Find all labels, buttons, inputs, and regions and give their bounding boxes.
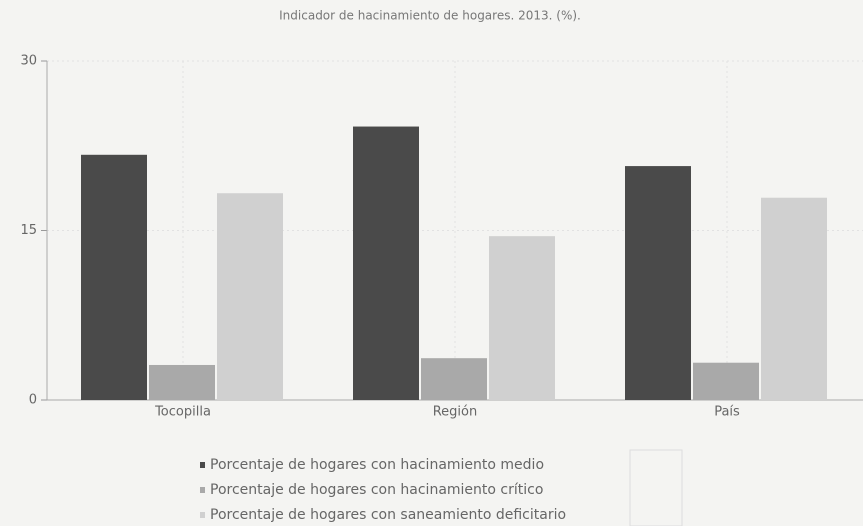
y-tick-label: 0: [29, 393, 37, 408]
y-tick-label: 15: [20, 223, 37, 238]
y-tick-label: 30: [20, 54, 37, 69]
bar: [217, 193, 283, 400]
bar: [761, 197, 827, 400]
bar: [149, 364, 215, 400]
x-tick-label: Tocopilla: [154, 405, 211, 420]
legend-text: Porcentaje de hogares con hacinamiento c…: [210, 482, 543, 498]
chart-title: Indicador de hacinamiento de hogares. 20…: [279, 9, 581, 23]
bar: [421, 358, 487, 400]
bar: [625, 166, 691, 400]
legend-text: Porcentaje de hogares con saneamiento de…: [210, 507, 566, 523]
legend-swatch: [200, 462, 205, 468]
x-tick-label: Región: [433, 405, 478, 420]
x-tick-label: País: [714, 405, 740, 420]
bar: [489, 236, 555, 400]
legend-swatch: [200, 487, 205, 493]
bar: [693, 362, 759, 400]
bar: [81, 154, 147, 400]
legend-text: Porcentaje de hogares con hacinamiento m…: [210, 457, 544, 473]
legend-swatch: [200, 512, 205, 518]
bar: [353, 126, 419, 400]
legend-frame: [629, 449, 683, 526]
